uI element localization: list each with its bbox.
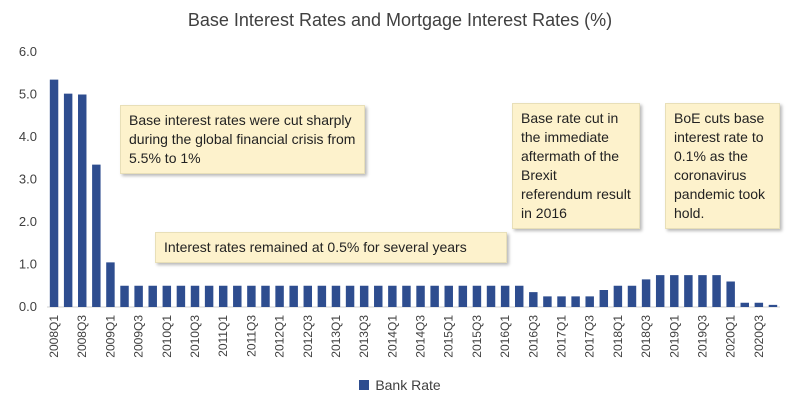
bar-2009Q2 bbox=[120, 285, 129, 307]
bar-2016Q1 bbox=[500, 285, 510, 307]
x-tick-label: 2012Q1 bbox=[273, 315, 287, 358]
x-tick-label: 2010Q3 bbox=[188, 315, 202, 358]
x-tick-label: 2019Q1 bbox=[667, 315, 681, 358]
bar-2016Q2 bbox=[514, 285, 524, 307]
bar-2019Q1 bbox=[670, 275, 679, 307]
x-tick-label: 2017Q3 bbox=[583, 315, 597, 358]
bar-2008Q1 bbox=[49, 79, 59, 307]
x-tick-label: 2015Q1 bbox=[442, 315, 456, 358]
legend-label: Bank Rate bbox=[375, 377, 441, 393]
bar-2014Q1 bbox=[388, 285, 397, 307]
x-tick-label: 2014Q1 bbox=[385, 315, 399, 358]
x-tick-label: 2016Q3 bbox=[526, 315, 540, 358]
bar-2009Q4 bbox=[148, 285, 157, 307]
x-tick-label: 2015Q3 bbox=[470, 315, 484, 358]
bar-2012Q2 bbox=[289, 285, 298, 307]
bar-2011Q4 bbox=[261, 285, 270, 307]
annotation-gfc: Base interest rates were cut sharply dur… bbox=[120, 105, 365, 174]
y-axis-ticks: 0.0 1.0 2.0 3.0 4.0 5.0 6.0 bbox=[19, 44, 37, 314]
x-tick-label: 2012Q3 bbox=[301, 315, 315, 358]
bar-2012Q3 bbox=[303, 285, 313, 307]
bar-2017Q3 bbox=[585, 296, 594, 307]
y-tick-label: 3.0 bbox=[19, 172, 37, 187]
bar-2020Q3 bbox=[754, 302, 764, 307]
x-tick-label: 2011Q1 bbox=[216, 315, 230, 357]
bar-2012Q1 bbox=[275, 285, 284, 307]
bar-2017Q1 bbox=[557, 296, 566, 307]
bar-2015Q2 bbox=[458, 285, 468, 307]
x-tick-label: 2018Q3 bbox=[639, 315, 653, 358]
bar-2010Q1 bbox=[162, 285, 172, 307]
x-tick-label: 2013Q3 bbox=[357, 315, 371, 358]
x-tick-label: 2009Q3 bbox=[132, 315, 146, 358]
bar-2016Q4 bbox=[543, 296, 552, 307]
y-tick-label: 0.0 bbox=[19, 299, 37, 314]
bar-2011Q2 bbox=[233, 285, 242, 307]
bar-2008Q4 bbox=[92, 164, 101, 307]
bar-2019Q3 bbox=[698, 275, 707, 307]
bar-2017Q2 bbox=[571, 296, 580, 307]
x-tick-label: 2009Q1 bbox=[103, 315, 117, 358]
bar-2020Q1 bbox=[726, 281, 735, 307]
annotation-low-rates: Interest rates remained at 0.5% for seve… bbox=[155, 232, 507, 263]
bar-2020Q2 bbox=[740, 302, 749, 307]
x-tick-label: 2010Q1 bbox=[160, 315, 174, 358]
x-tick-label: 2018Q1 bbox=[611, 315, 625, 358]
bar-2019Q2 bbox=[684, 275, 693, 307]
x-tick-label: 2008Q3 bbox=[75, 315, 89, 358]
bar-2009Q3 bbox=[134, 285, 143, 307]
bar-2012Q4 bbox=[317, 285, 327, 307]
x-tick-label: 2016Q1 bbox=[498, 315, 512, 358]
legend-swatch bbox=[359, 380, 370, 391]
bar-2010Q3 bbox=[190, 285, 200, 307]
bar-2010Q2 bbox=[176, 285, 186, 307]
x-tick-label: 2014Q3 bbox=[414, 315, 428, 358]
annotation-covid: BoE cuts base interest rate to 0.1% as t… bbox=[665, 103, 780, 229]
bar-2018Q3 bbox=[641, 279, 651, 307]
bar-2014Q4 bbox=[430, 285, 439, 307]
bar-2013Q1 bbox=[331, 285, 341, 307]
bar-2013Q2 bbox=[345, 285, 355, 307]
bar-2018Q2 bbox=[627, 285, 637, 307]
bar-2014Q3 bbox=[416, 285, 425, 307]
y-tick-label: 4.0 bbox=[19, 129, 37, 144]
x-tick-label: 2013Q1 bbox=[329, 315, 343, 358]
bar-2013Q3 bbox=[359, 285, 369, 307]
bar-2015Q1 bbox=[444, 285, 453, 307]
bar-2014Q2 bbox=[402, 285, 411, 307]
x-tick-label: 2008Q1 bbox=[47, 315, 61, 358]
bar-2011Q1 bbox=[218, 285, 228, 307]
x-tick-label: 2020Q3 bbox=[752, 315, 766, 358]
bar-2019Q4 bbox=[712, 275, 721, 307]
bars bbox=[49, 79, 778, 308]
bar-2017Q4 bbox=[599, 290, 609, 307]
bar-2009Q1 bbox=[106, 262, 115, 307]
bar-2020Q4 bbox=[768, 304, 778, 307]
bar-2018Q4 bbox=[655, 275, 665, 307]
bar-2013Q4 bbox=[374, 285, 383, 307]
chart-title: Base Interest Rates and Mortgage Interes… bbox=[187, 10, 613, 30]
y-tick-label: 2.0 bbox=[19, 214, 37, 229]
bar-2011Q3 bbox=[247, 285, 256, 307]
bar-2015Q3 bbox=[472, 285, 482, 307]
bar-2015Q4 bbox=[486, 285, 496, 307]
y-tick-label: 1.0 bbox=[19, 257, 37, 272]
x-tick-label: 2011Q3 bbox=[244, 315, 258, 357]
x-tick-label: 2020Q1 bbox=[724, 315, 738, 358]
bar-2008Q2 bbox=[63, 93, 73, 308]
x-axis-ticks: 2008Q1 2008Q3 2009Q1 2009Q3 2010Q1 2010Q3 2011… bbox=[47, 315, 766, 358]
x-tick-label: 2017Q1 bbox=[555, 315, 569, 358]
bar-2010Q4 bbox=[204, 285, 214, 307]
legend: Bank Rate bbox=[0, 377, 800, 393]
bar-2008Q3 bbox=[78, 94, 87, 307]
y-tick-label: 6.0 bbox=[19, 44, 37, 59]
bar-2016Q3 bbox=[529, 292, 538, 307]
annotation-brexit: Base rate cut in the immediate aftermath… bbox=[512, 103, 640, 229]
bar-2018Q1 bbox=[613, 285, 623, 307]
x-tick-label: 2019Q3 bbox=[695, 315, 709, 358]
y-tick-label: 5.0 bbox=[19, 87, 37, 102]
